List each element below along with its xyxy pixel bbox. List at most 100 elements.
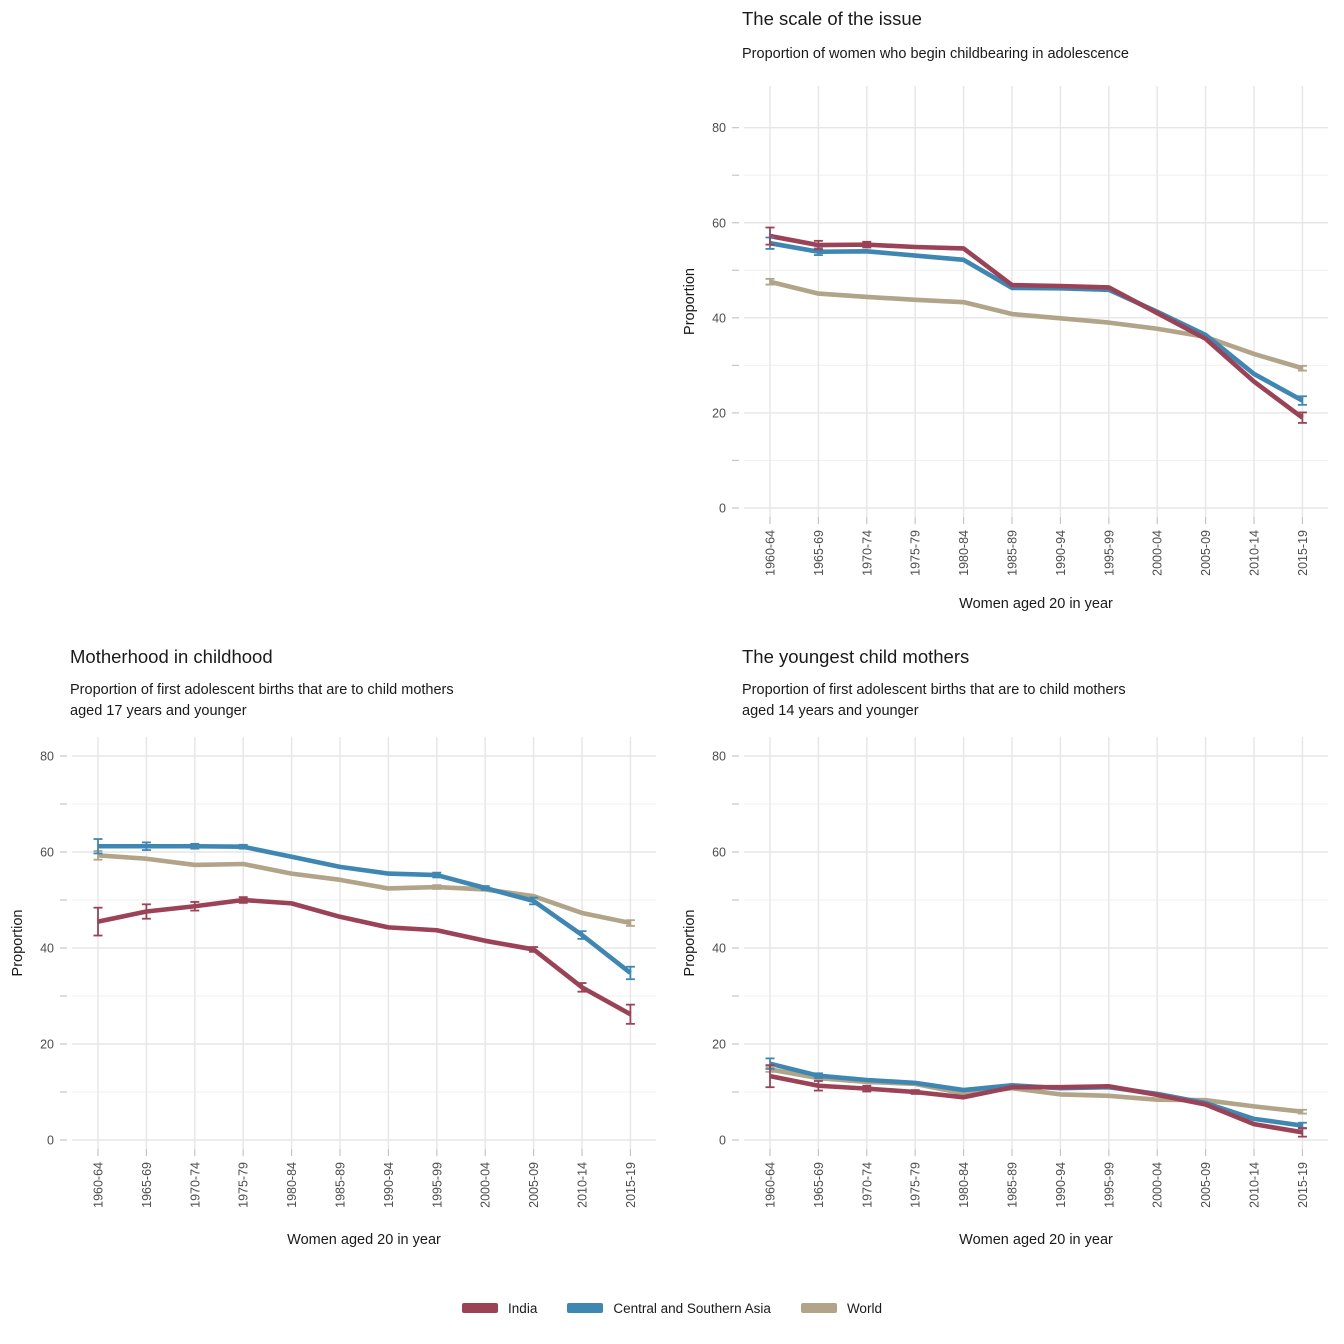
chart-title: The scale of the issue: [742, 8, 922, 29]
error-bar-india: [862, 1084, 872, 1093]
legend-item-central-southern-asia: Central and Southern Asia: [567, 1301, 771, 1316]
x-tick-label: 2010-14: [576, 1162, 590, 1208]
error-bar-india: [190, 901, 200, 912]
series-line-india: [769, 1073, 1303, 1135]
y-tick-label: 60: [712, 216, 726, 230]
chart-youngest-child-mothers: The youngest child mothers Proportion of…: [672, 640, 1344, 1272]
x-axis-title: Women aged 20 in year: [959, 596, 1113, 612]
chart-title: The youngest child mothers: [742, 646, 970, 667]
x-tick-label: 1965-69: [812, 530, 826, 576]
x-tick-label: 2005-09: [527, 1162, 541, 1208]
x-tick-label: 1980-84: [957, 1162, 971, 1208]
chart-motherhood-in-childhood: Motherhood in childhood Proportion of fi…: [0, 640, 672, 1272]
x-tick-label: 2000-04: [1151, 1162, 1165, 1208]
error-bar-india: [577, 982, 587, 993]
error-bar-india: [141, 903, 151, 920]
charts-grid: The scale of the issue Proportion of wom…: [0, 0, 1344, 1272]
chart-subtitle: Proportion of women who begin childbeari…: [742, 46, 1129, 62]
chart-youngest-plot: 0 20 40 60 80 1960-64 1965-69 1970-74 1975-79 198…: [682, 737, 1328, 1248]
y-tick-label: 40: [712, 311, 726, 325]
x-tick-label: 2005-09: [1199, 530, 1213, 576]
empty-cell: [0, 0, 672, 640]
x-tick-label: 1965-69: [140, 1162, 154, 1208]
series-line-central-and-southern-asia: [98, 843, 632, 975]
legend-label: Central and Southern Asia: [613, 1300, 771, 1316]
y-tick-label: 80: [712, 750, 726, 764]
series-line-central-and-southern-asia: [769, 1061, 1303, 1128]
error-bar-india: [1297, 1127, 1307, 1138]
error-bar-central-and-southern-asia: [625, 965, 635, 981]
x-tick-label: 2015-19: [624, 1162, 638, 1208]
legend: India Central and Southern Asia World: [0, 1272, 1344, 1344]
y-tick-label: 0: [47, 1134, 54, 1148]
y-tick-label: 60: [712, 846, 726, 860]
x-tick-label: 1995-99: [1102, 530, 1116, 576]
y-tick-label: 20: [712, 1038, 726, 1052]
y-tick-label: 80: [712, 121, 726, 135]
y-axis-title: Proportion: [682, 268, 698, 335]
error-bar-central-and-southern-asia: [813, 1072, 823, 1079]
error-bar-world: [1297, 364, 1307, 372]
error-bar-india: [813, 1080, 823, 1092]
series-line-world: [97, 853, 631, 926]
x-tick-label: 1985-89: [1006, 1162, 1020, 1208]
x-tick-label: 1995-99: [430, 1162, 444, 1208]
x-tick-label: 1980-84: [285, 1162, 299, 1208]
chart-motherhood-plot: 0 20 40 60 80 1960-64 1965-69 1970-74 1975-79 198…: [10, 737, 656, 1248]
y-tick-label: 20: [40, 1038, 54, 1052]
x-tick-label: 1960-64: [764, 1162, 778, 1208]
x-tick-label: 1970-74: [860, 1162, 874, 1208]
chart-scale-of-issue-plot: 0 20 40 60 80 1960-64 1965-69 1970-74 1975-79 198…: [682, 86, 1328, 612]
series-line-india: [97, 897, 632, 1017]
x-tick-label: 2000-04: [1151, 530, 1165, 576]
error-bar-india: [1297, 411, 1307, 424]
x-tick-label: 2010-14: [1248, 1162, 1262, 1208]
y-tick-label: 40: [40, 942, 54, 956]
x-tick-label: 2015-19: [1296, 530, 1310, 576]
error-bar-central-and-southern-asia: [432, 871, 442, 879]
y-tick-label: 80: [40, 750, 54, 764]
error-bar-central-and-southern-asia: [480, 885, 490, 891]
x-axis-title: Women aged 20 in year: [287, 1232, 441, 1248]
error-bar-central-and-southern-asia: [190, 842, 200, 850]
x-tick-label: 1990-94: [1054, 530, 1068, 576]
x-tick-label: 1970-74: [188, 1162, 202, 1208]
chart-subtitle: Proportion of first adolescent births th…: [70, 682, 454, 719]
x-tick-label: 1965-69: [812, 1162, 826, 1208]
y-tick-label: 0: [719, 1134, 726, 1148]
error-bar-india: [862, 240, 872, 249]
error-bar-india: [238, 896, 248, 904]
legend-item-india: India: [462, 1301, 537, 1316]
x-tick-label: 1970-74: [860, 530, 874, 576]
x-tick-label: 2005-09: [1199, 1162, 1213, 1208]
x-tick-label: 1990-94: [1054, 1162, 1068, 1208]
legend-swatch-world: [800, 1303, 837, 1313]
error-bar-india: [910, 1089, 920, 1095]
error-bar-india: [765, 226, 775, 246]
error-bar-world: [625, 919, 635, 927]
y-tick-label: 40: [712, 942, 726, 956]
x-tick-label: 1960-64: [92, 1162, 106, 1208]
error-bar-india: [813, 239, 823, 251]
x-tick-label: 2000-04: [479, 1162, 493, 1208]
error-bar-central-and-southern-asia: [529, 896, 539, 906]
y-axis-title: Proportion: [682, 910, 698, 977]
x-tick-label: 1960-64: [764, 530, 778, 576]
x-tick-label: 1975-79: [237, 1162, 251, 1208]
error-bar-central-and-southern-asia: [577, 930, 587, 940]
x-tick-label: 2010-14: [1248, 530, 1262, 576]
x-tick-label: 1990-94: [382, 1162, 396, 1208]
x-tick-label: 2015-19: [1296, 1162, 1310, 1208]
x-tick-label: 1975-79: [909, 530, 923, 576]
chart-subtitle: Proportion of first adolescent births th…: [742, 682, 1126, 719]
x-axis-title: Women aged 20 in year: [959, 1232, 1113, 1248]
error-bar-central-and-southern-asia: [93, 838, 103, 855]
x-tick-label: 1980-84: [957, 530, 971, 576]
error-bar-world: [765, 277, 775, 286]
series-line-central-and-southern-asia: [769, 240, 1304, 403]
x-tick-label: 1985-89: [1006, 530, 1020, 576]
y-tick-label: 0: [719, 502, 726, 516]
chart-title: Motherhood in childhood: [70, 646, 273, 667]
error-bar-india: [625, 1003, 635, 1025]
error-bar-central-and-southern-asia: [238, 843, 248, 850]
